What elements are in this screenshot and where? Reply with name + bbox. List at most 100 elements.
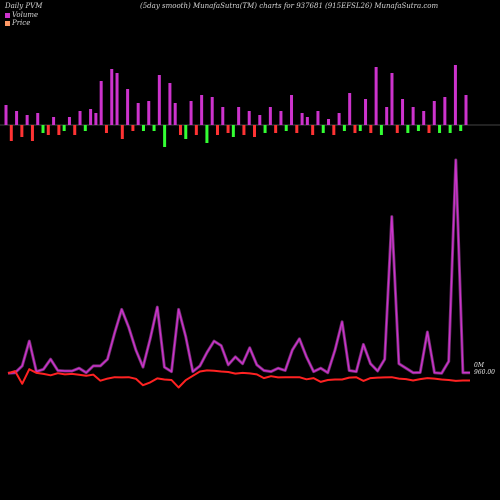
volume-bar [411, 107, 415, 125]
volume-bar [311, 125, 315, 135]
volume-bar [443, 97, 447, 125]
volume-bar [152, 125, 156, 131]
volume-bar [46, 125, 50, 135]
volume-bar [173, 103, 177, 125]
volume-bar [36, 113, 40, 125]
volume-bar [126, 89, 130, 125]
volume-bar [374, 67, 378, 125]
volume-bar [237, 107, 241, 125]
volume-bar [163, 125, 167, 147]
legend-price: Price [5, 19, 30, 27]
volume-bar [52, 117, 56, 125]
volume-bar [147, 101, 151, 125]
chart-header-left: Daily PVM [5, 2, 43, 10]
volume-bar [57, 125, 61, 135]
volume-bar [131, 125, 135, 131]
volume-bar [178, 125, 182, 135]
volume-bar [305, 117, 309, 125]
chart-header-center: (5day smooth) MunafaSutra(TM) charts for… [140, 2, 323, 10]
chart-header-right: (915EFSL26) MunafaSutra.com [325, 2, 439, 10]
volume-bar [300, 113, 304, 125]
volume-zero-label: 0M [474, 362, 484, 369]
volume-bar [110, 69, 114, 125]
volume-bar [448, 125, 452, 133]
volume-bar [41, 125, 45, 133]
volume-bar [200, 95, 204, 125]
volume-bar [210, 97, 214, 125]
volume-bar [316, 111, 320, 125]
volume-bar [274, 125, 278, 133]
volume-line [7, 159, 470, 374]
volume-bar [215, 125, 219, 135]
volume-bar [89, 109, 93, 125]
volume-bar [120, 125, 124, 139]
volume-bar [104, 125, 108, 133]
volume-bar [15, 111, 19, 125]
volume-bar [221, 107, 225, 125]
volume-bar [258, 115, 262, 125]
volume-bar [168, 83, 172, 125]
volume-bar [25, 115, 29, 125]
volume-bar [390, 73, 394, 125]
volume-bar [284, 125, 288, 131]
volume-bar [62, 125, 66, 131]
volume-bar [136, 103, 140, 125]
volume-bar [263, 125, 267, 133]
volume-bar [9, 125, 13, 141]
volume-bar [247, 111, 251, 125]
volume-bar [78, 111, 82, 125]
volume-bar [253, 125, 257, 137]
volume-bar [364, 99, 368, 125]
volume-bar [226, 125, 230, 133]
volume-bar [401, 99, 405, 125]
volume-bar [205, 125, 209, 143]
volume-bar [295, 125, 299, 133]
volume-bar [395, 125, 399, 133]
volume-bar [141, 125, 145, 131]
legend-price-swatch [5, 20, 10, 26]
volume-bar [427, 125, 431, 133]
volume-bar [369, 125, 373, 133]
volume-bar [416, 125, 420, 131]
volume-bar [20, 125, 24, 137]
volume-bar [379, 125, 383, 135]
volume-bar [332, 125, 336, 135]
volume-bar [30, 125, 34, 141]
volume-bar [184, 125, 188, 139]
volume-bar [342, 125, 346, 131]
volume-bar [194, 125, 198, 135]
price-line [7, 368, 470, 389]
volume-bar [189, 101, 193, 125]
volume-bar [327, 119, 331, 125]
legend-volume-swatch [5, 12, 10, 18]
volume-bar [464, 95, 468, 125]
volume-bar [67, 117, 71, 125]
volume-bar [83, 125, 87, 131]
volume-bar [348, 93, 352, 125]
volume-bar [99, 81, 103, 125]
volume-bar [432, 101, 436, 125]
legend-price-label: Price [12, 19, 31, 27]
volume-bar [358, 125, 362, 131]
volume-bar [73, 125, 77, 135]
volume-bar [115, 73, 119, 125]
volume-bar [406, 125, 410, 133]
volume-bar [353, 125, 357, 133]
volume-bar [385, 107, 389, 125]
volume-bar [290, 95, 294, 125]
volume-bar [157, 75, 161, 125]
volume-bar [321, 125, 325, 133]
volume-bar [459, 125, 463, 131]
volume-bar [94, 113, 98, 125]
volume-bar [242, 125, 246, 135]
volume-bar [422, 111, 426, 125]
volume-bar [453, 65, 457, 125]
volume-bar [438, 125, 442, 133]
volume-bar [4, 105, 8, 125]
legend-volume: Volume [5, 11, 38, 19]
volume-bar [231, 125, 235, 137]
legend-volume-label: Volume [12, 11, 39, 19]
volume-bar [279, 111, 283, 125]
volume-bar [337, 113, 341, 125]
